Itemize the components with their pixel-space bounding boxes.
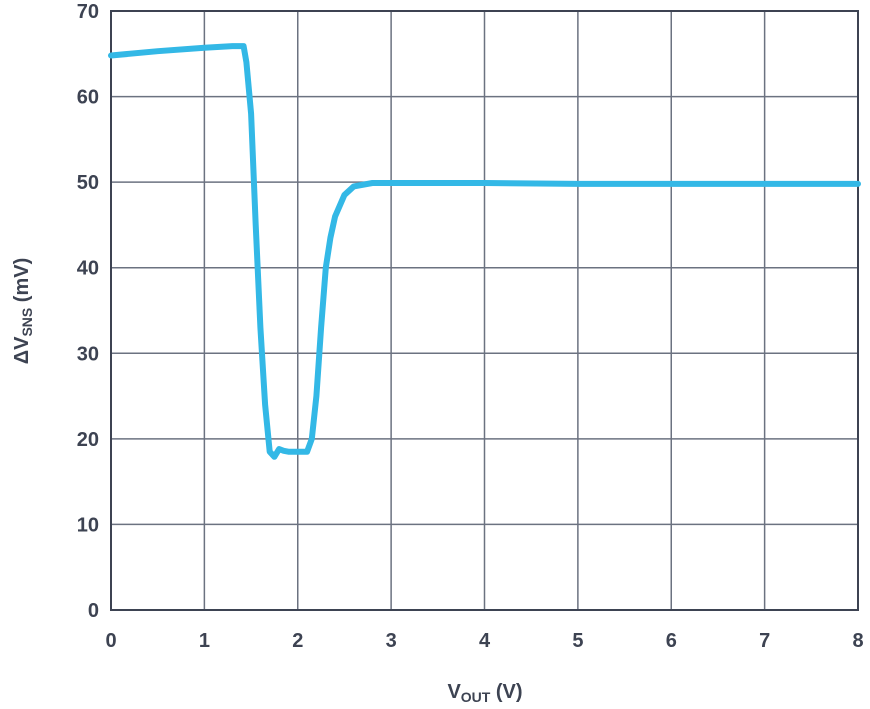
x-axis-label-sub: OUT bbox=[461, 689, 491, 705]
y-tick-label: 30 bbox=[77, 343, 99, 365]
y-tick-label: 70 bbox=[77, 1, 99, 23]
x-tick-label: 4 bbox=[479, 630, 491, 652]
y-tick-label: 40 bbox=[77, 258, 99, 280]
x-tick-label: 7 bbox=[759, 630, 770, 652]
y-axis-label-main: ΔV bbox=[11, 336, 33, 364]
y-tick-label: 20 bbox=[77, 429, 99, 451]
x-axis-label-main: V bbox=[447, 681, 461, 703]
y-axis-label-unit: (mV) bbox=[11, 258, 33, 308]
x-tick-labels: 0 1 2 3 4 5 6 7 8 bbox=[105, 630, 863, 652]
x-tick-label: 8 bbox=[852, 630, 863, 652]
y-tick-labels: 0 10 20 30 40 50 60 70 bbox=[77, 1, 99, 622]
x-tick-label: 5 bbox=[572, 630, 583, 652]
x-tick-label: 1 bbox=[199, 630, 210, 652]
grid-lines bbox=[110, 10, 859, 611]
y-axis-label: ΔVSNS (mV) bbox=[11, 258, 35, 365]
y-axis-label-sub: SNS bbox=[19, 308, 35, 337]
y-tick-label: 50 bbox=[77, 172, 99, 194]
x-tick-label: 6 bbox=[666, 630, 677, 652]
series-line bbox=[108, 43, 861, 460]
x-tick-label: 3 bbox=[386, 630, 397, 652]
y-tick-label: 60 bbox=[77, 87, 99, 109]
y-tick-label: 0 bbox=[88, 600, 99, 622]
x-tick-label: 0 bbox=[105, 630, 116, 652]
y-tick-label: 10 bbox=[77, 514, 99, 536]
x-tick-label: 2 bbox=[292, 630, 303, 652]
x-axis-label-unit: (V) bbox=[490, 681, 522, 703]
x-axis-label: VOUT (V) bbox=[447, 681, 522, 705]
plot-frame bbox=[110, 10, 859, 611]
